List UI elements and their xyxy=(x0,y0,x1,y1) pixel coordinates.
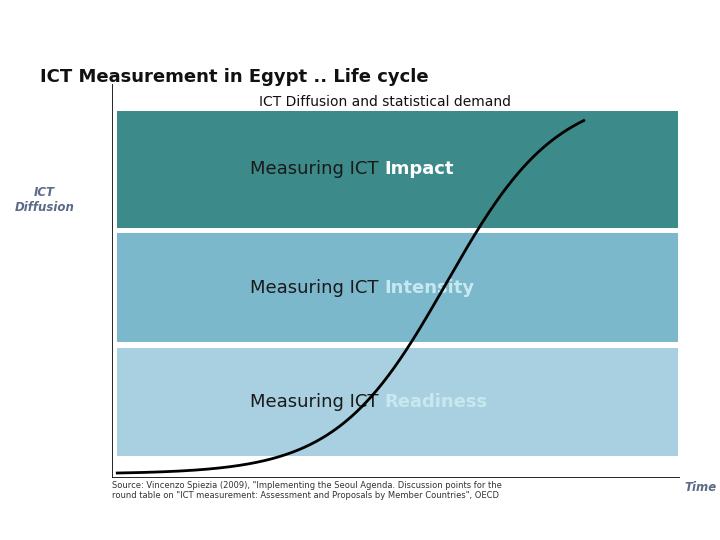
Text: Time: Time xyxy=(684,481,716,494)
Text: ICT Diffusion and statistical demand: ICT Diffusion and statistical demand xyxy=(258,94,510,109)
Text: ICT
Diffusion: ICT Diffusion xyxy=(14,186,75,214)
Text: ICT Measurement in Egypt .. Life cycle: ICT Measurement in Egypt .. Life cycle xyxy=(40,68,428,85)
Text: Measuring ICT: Measuring ICT xyxy=(251,393,384,411)
Text: Readiness: Readiness xyxy=(384,393,487,411)
Bar xyxy=(117,233,678,342)
Text: Measuring ICT: Measuring ICT xyxy=(251,279,384,296)
Text: Measuring ICT: Measuring ICT xyxy=(251,160,384,178)
Text: Source: Vincenzo Spiezia (2009), "Implementing the Seoul Agenda. Discussion poin: Source: Vincenzo Spiezia (2009), "Implem… xyxy=(112,481,501,500)
Text: Intensity: Intensity xyxy=(384,279,474,296)
Bar xyxy=(117,348,678,456)
Bar xyxy=(117,111,678,227)
Text: Impact: Impact xyxy=(384,160,454,178)
